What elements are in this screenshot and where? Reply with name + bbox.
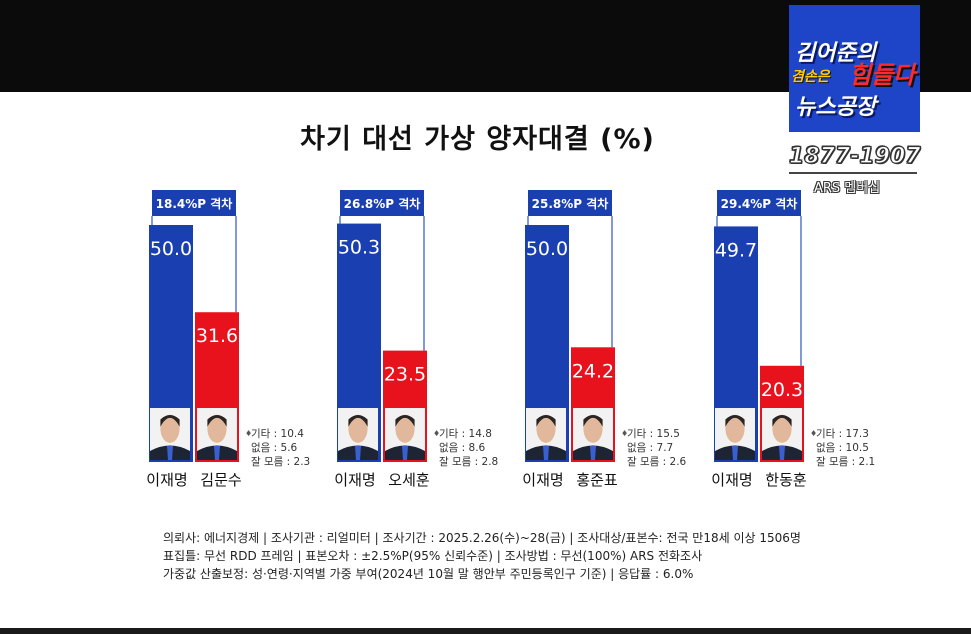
other-none: 없음 : 8.6: [439, 441, 486, 454]
gap-box: [340, 190, 424, 216]
gap-box: [152, 190, 236, 216]
candidate-photo-right: [197, 408, 237, 460]
logo-line3: 뉴스공장: [795, 95, 876, 120]
other-none: 없음 : 7.7: [627, 441, 673, 454]
gap-label: 18.4%P 격차: [156, 196, 233, 211]
gap-label: 25.8%P 격차: [532, 196, 609, 211]
candidate-photo-right: [385, 408, 425, 460]
gap-box: [528, 190, 612, 216]
candidate-photo-left-head: [348, 414, 368, 443]
other-etc: 기타 : 17.3: [816, 428, 869, 440]
candidate-photo-right-head: [395, 414, 415, 443]
candidate-photo-left-head: [160, 414, 180, 443]
candidate-photo-left-head: [725, 414, 745, 443]
ars-label: ARS 멤버십: [814, 181, 881, 196]
candidate-photo-right-tie: [214, 446, 220, 460]
value-label-left: 50.3: [338, 237, 380, 259]
logo-line2b: 힘들다: [849, 61, 916, 89]
chart-title: 차기 대선 가상 양자대결 (%): [300, 124, 655, 155]
candidate-name-left: 이재명: [522, 471, 563, 489]
value-label-right: 20.3: [761, 379, 803, 401]
candidate-photo-left-hair: [160, 415, 180, 427]
candidate-photo-right-head: [583, 414, 603, 443]
logo-line2a: 겸손은: [791, 69, 830, 85]
candidate-photo-left-hair: [348, 415, 368, 427]
other-etc: 기타 : 14.8: [439, 428, 492, 440]
years-underline: [789, 172, 917, 174]
candidate-photo-left: [150, 408, 190, 460]
gap-label: 26.8%P 격차: [344, 196, 421, 211]
candidate-name-right: 오세훈: [388, 471, 429, 489]
candidate-photo-left-tie: [732, 446, 738, 460]
candidate-name-left: 이재명: [334, 471, 375, 489]
candidate-photo-right-head: [772, 414, 792, 443]
gap-box: [717, 190, 801, 216]
value-label-right: 24.2: [572, 360, 614, 382]
other-etc: 기타 : 15.5: [627, 428, 680, 440]
value-label-left: 50.0: [526, 238, 568, 260]
candidate-photo-right-tie: [402, 446, 408, 460]
candidate-photo-right-tie: [590, 446, 596, 460]
other-dontknow: 잘 모름 : 2.8: [439, 456, 498, 468]
candidate-photo-right-hair: [207, 415, 227, 427]
candidate-photo-left-tie: [167, 446, 173, 460]
other-etc: 기타 : 10.4: [251, 428, 304, 440]
footnote-line3: 가중값 산출보정: 성·연령·지역별 가중 부여(2024년 10월 말 행안부…: [163, 567, 694, 581]
candidate-photo-left: [526, 408, 566, 460]
candidate-name-right: 한동훈: [765, 471, 806, 489]
candidate-name-left: 이재명: [146, 471, 187, 489]
other-bullet: ♦: [621, 429, 628, 438]
candidate-name-right: 홍준표: [576, 471, 618, 489]
candidate-photo-right: [762, 408, 802, 460]
candidate-photo-left-tie: [355, 446, 361, 460]
logo-line1: 김어준의: [795, 41, 876, 66]
bottom-border: [0, 628, 971, 634]
footnote-line1: 의뢰사: 에너지경제 | 조사기관 : 리얼미터 | 조사기간 : 2025.2…: [163, 531, 801, 545]
candidate-photo-left-head: [536, 414, 556, 443]
value-label-left: 50.0: [150, 238, 192, 260]
value-label-right: 31.6: [196, 325, 238, 347]
candidate-photo-right-tie: [779, 446, 785, 460]
candidate-photo-left-tie: [543, 446, 549, 460]
program-logo: 김어준의 겸손은 힘들다 뉴스공장: [789, 5, 920, 132]
other-dontknow: 잘 모름 : 2.3: [251, 456, 310, 468]
years-label: 1877-1907: [788, 143, 921, 169]
candidate-photo-right-hair: [583, 415, 603, 427]
other-bullet: ♦: [245, 429, 252, 438]
candidate-photo-left-hair: [536, 415, 556, 427]
candidate-photo-left-hair: [725, 415, 745, 427]
value-label-right: 23.5: [384, 364, 426, 386]
value-label-left: 49.7: [715, 239, 757, 261]
other-dontknow: 잘 모름 : 2.1: [816, 456, 875, 468]
candidate-name-right: 김문수: [200, 471, 241, 489]
candidate-name-left: 이재명: [711, 471, 752, 489]
candidate-photo-right-head: [207, 414, 227, 443]
candidate-photo-right-hair: [395, 415, 415, 427]
other-none: 없음 : 10.5: [816, 441, 869, 454]
gap-label: 29.4%P 격차: [721, 196, 798, 211]
candidate-photo-right: [573, 408, 613, 460]
other-bullet: ♦: [433, 429, 440, 438]
candidate-photo-left: [338, 408, 378, 460]
candidate-photo-left: [715, 408, 755, 460]
footnote-line2: 표집틀: 무선 RDD 프레임 | 표본오차 : ±2.5%P(95% 신뢰수준…: [163, 549, 703, 563]
other-none: 없음 : 5.6: [251, 441, 298, 454]
other-bullet: ♦: [810, 429, 817, 438]
other-dontknow: 잘 모름 : 2.6: [627, 456, 687, 468]
candidate-photo-right-hair: [772, 415, 792, 427]
